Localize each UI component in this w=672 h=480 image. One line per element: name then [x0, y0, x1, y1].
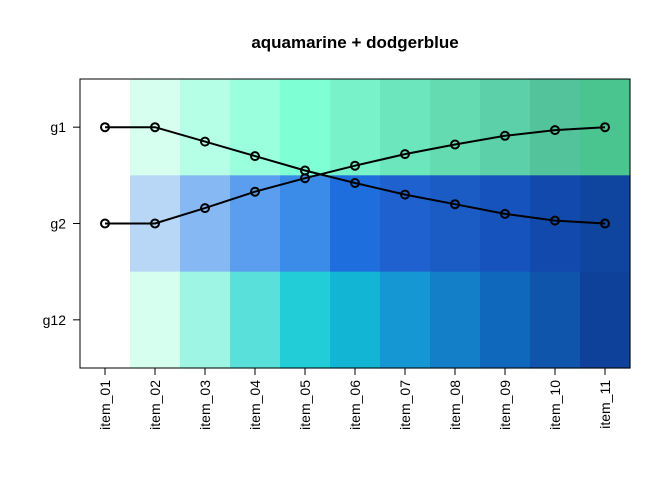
x-tick-label-item_06: item_06 [347, 380, 363, 430]
heatmap-cell-g1-item_06 [330, 79, 381, 176]
heatmap-cell-g12-item_03 [180, 271, 231, 369]
series-line-g2 [105, 126, 606, 225]
heatmap-cell-g12-item_04 [230, 271, 281, 369]
heatmap-cell-g12-item_09 [480, 271, 531, 369]
y-tick-label-g12: g12 [43, 312, 67, 328]
series-point-g2-item_11 [600, 122, 610, 133]
series-point-g2-item_05 [300, 173, 310, 184]
x-tick-label-item_08: item_08 [447, 380, 463, 430]
line-points [100, 122, 610, 229]
heatmap-cell-g2-item_06 [330, 175, 381, 273]
y-tick-label-g2: g2 [50, 216, 66, 232]
series-point-g1-item_01 [100, 122, 110, 133]
y-axis: g1 g2 g12 [43, 119, 81, 328]
x-tick-label-item_02: item_02 [147, 380, 163, 430]
heatmap-cell-g2-item_05 [280, 175, 331, 273]
x-tick-label-item_09: item_09 [497, 380, 513, 430]
heatmap-cell-g1-item_10 [530, 79, 581, 176]
series-line-g1 [105, 126, 606, 225]
heatmap-cell-g12-item_06 [330, 271, 381, 369]
heatmap-cell-g12-item_02 [130, 271, 181, 369]
series-point-g1-item_11 [600, 218, 610, 229]
series-point-g2-item_09 [500, 130, 510, 141]
x-tick-label-item_01: item_01 [97, 380, 113, 430]
heatmap-cell-g12-item_11 [580, 271, 631, 369]
series-point-g1-item_06 [350, 178, 360, 188]
heatmap-cell-g1-item_03 [180, 79, 231, 176]
heatmap-cell-g1-item_09 [480, 79, 531, 176]
x-tick-label-item_04: item_04 [247, 380, 263, 430]
heatmap-cell-g12-item_07 [380, 271, 431, 369]
series-point-g2-item_04 [250, 186, 260, 197]
series-point-g1-item_02 [150, 122, 160, 133]
x-tick-label-item_07: item_07 [397, 380, 413, 430]
series-point-g1-item_10 [550, 215, 560, 226]
series-point-g2-item_02 [150, 218, 160, 229]
heatmap-cell-g12-item_08 [430, 271, 481, 369]
heatmap-cell-g1-item_08 [430, 79, 481, 176]
series-point-g2-item_03 [200, 203, 210, 214]
heatmap-cell-g2-item_11 [580, 175, 631, 273]
x-tick-label-item_05: item_05 [297, 380, 313, 430]
series-point-g2-item_06 [350, 160, 360, 171]
heatmap-cell-g2-item_03 [180, 175, 231, 273]
x-tick-label-item_11: item_11 [597, 380, 613, 429]
heatmap-cell-g1-item_07 [380, 79, 431, 176]
series-point-g1-item_07 [400, 189, 410, 200]
series-point-g2-item_10 [550, 125, 560, 136]
series-point-g2-item_07 [400, 149, 410, 160]
line-series [105, 126, 606, 225]
chart-title: aquamarine + dodgerblue [251, 33, 458, 52]
series-point-g1-item_04 [250, 151, 260, 162]
heatmap-cell-g12-item_10 [530, 271, 581, 369]
series-point-g1-item_09 [500, 208, 510, 219]
heatmap-cell-g2-item_08 [430, 175, 481, 273]
heatmap-cells [80, 79, 631, 369]
x-tick-label-item_10: item_10 [547, 380, 563, 430]
series-point-g1-item_03 [200, 136, 210, 147]
heatmap-cell-g1-item_05 [280, 79, 331, 176]
heatmap-cell-g2-item_04 [230, 175, 281, 273]
heatmap-cell-g12-item_05 [280, 271, 331, 369]
x-axis: item_01 item_02 item_03 item_04 item_05 item_… [97, 367, 613, 430]
series-point-g1-item_08 [450, 199, 460, 210]
x-tick-label-item_03: item_03 [197, 380, 213, 430]
y-tick-label-g1: g1 [50, 119, 66, 135]
heatmap-cell-g2-item_09 [480, 175, 531, 273]
heatmap-cell-g12-item_01 [80, 271, 131, 369]
series-point-g2-item_01 [100, 218, 110, 229]
series-point-g2-item_08 [450, 139, 460, 150]
